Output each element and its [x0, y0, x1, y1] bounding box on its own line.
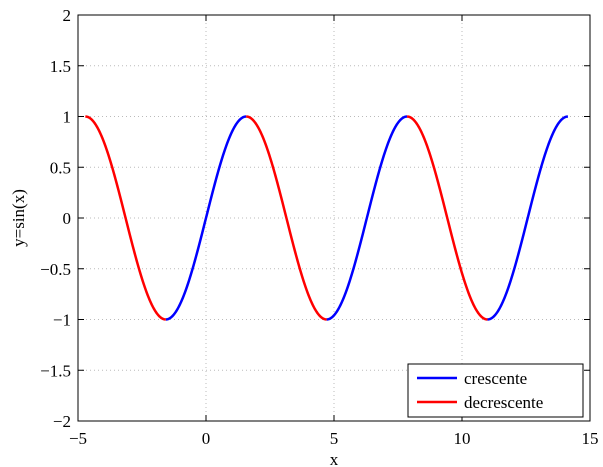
x-tick-label: −5 [69, 429, 87, 448]
y-tick-label: 1.5 [50, 57, 71, 76]
x-tick-label: 0 [202, 429, 211, 448]
series-layer [85, 115, 569, 321]
x-axis-label: x [330, 450, 339, 467]
y-tick-label: 2 [63, 6, 72, 25]
y-tick-label: −2 [53, 412, 71, 431]
y-tick-label: 1 [63, 108, 72, 127]
ticks [77, 14, 591, 422]
series-line-crescente [487, 115, 569, 321]
y-tick-label: 0 [63, 209, 72, 228]
y-tick-label: −1.5 [40, 361, 71, 380]
x-tick-labels: −5 0 5 10 15 [69, 429, 599, 448]
y-tick-label: −1 [53, 311, 71, 330]
y-tick-label: 0.5 [50, 158, 71, 177]
series-line-decrescente [245, 115, 327, 321]
grid [78, 15, 590, 421]
y-tick-labels: −2 −1.5 −1 −0.5 0 0.5 1 1.5 2 [40, 6, 71, 431]
series-line-decrescente [406, 115, 488, 321]
x-tick-label: 5 [330, 429, 339, 448]
x-tick-label: 15 [582, 429, 599, 448]
legend: crescente decrescente [407, 363, 584, 418]
y-tick-label: −0.5 [40, 260, 71, 279]
y-axis-label: y=sin(x) [9, 189, 28, 247]
series-line-crescente [326, 115, 408, 321]
x-tick-label: 10 [454, 429, 471, 448]
legend-box [407, 363, 584, 418]
legend-label-crescente: crescente [464, 369, 527, 388]
legend-label-decrescente: decrescente [464, 393, 543, 412]
series-line-crescente [165, 115, 247, 321]
series-line-decrescente [85, 115, 167, 321]
